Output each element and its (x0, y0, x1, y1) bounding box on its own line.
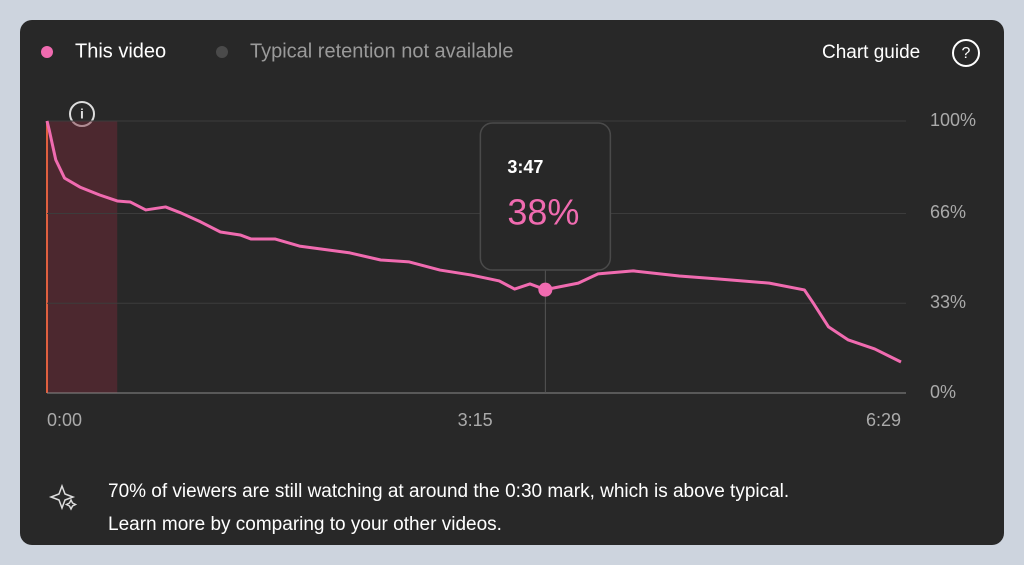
sparkle-icon (48, 483, 78, 511)
info-glyph: i (80, 106, 84, 122)
info-icon[interactable] (69, 101, 95, 127)
help-icon[interactable] (952, 39, 980, 67)
chart-guide[interactable]: Chart guide (822, 42, 920, 63)
tooltip-value: 38% (507, 192, 579, 233)
legend-dot (216, 46, 228, 58)
tooltip (479, 122, 612, 271)
tooltip-point (538, 282, 553, 297)
y-tick-label: 33% (930, 292, 966, 312)
tooltip-time: 3:47 (507, 157, 543, 177)
help-glyph: ? (962, 45, 971, 62)
x-tick-label: 6:29 (866, 410, 901, 430)
y-tick-label: 0% (930, 382, 956, 402)
insight-line: 70% of viewers are still watching at aro… (108, 481, 789, 502)
panel (20, 20, 1004, 545)
legend-label: This video (75, 40, 166, 62)
insight-line: Learn more by comparing to your other vi… (108, 514, 502, 535)
legend-label: Typical retention not available (250, 40, 514, 62)
x-tick-label: 0:00 (47, 410, 82, 430)
retention-line (45, 120, 902, 364)
y-tick-label: 100% (930, 110, 976, 130)
y-tick-label: 66% (930, 202, 966, 222)
legend-dot (41, 46, 53, 58)
x-tick-label: 3:15 (458, 410, 493, 430)
